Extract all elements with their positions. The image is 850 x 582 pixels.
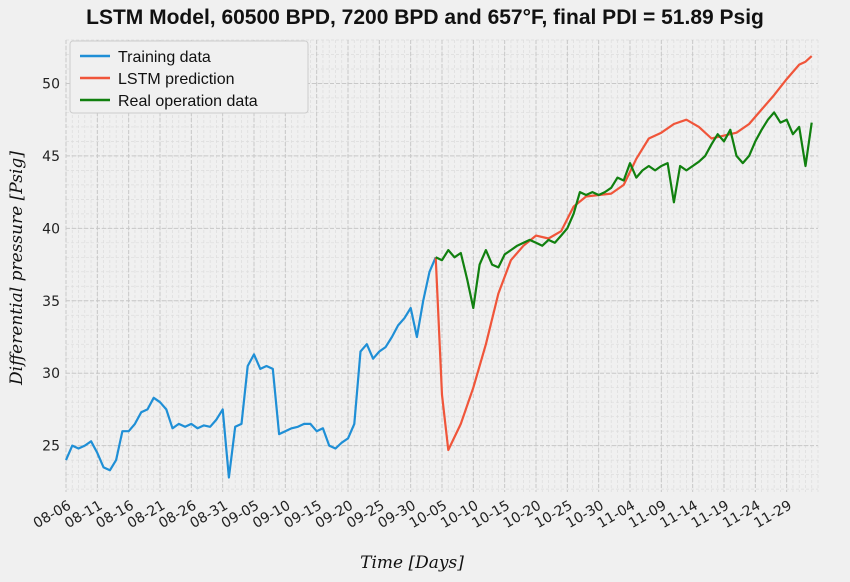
real-operation-data-line [435,111,813,310]
legend-box [69,40,309,114]
training-data-line [64,256,437,479]
chart-title: LSTM Model, 60500 BPD, 7200 BPD and 657°… [86,6,764,29]
legend-label-lstm: LSTM prediction [118,71,235,88]
y-tick-label: 45 [42,149,60,165]
y-axis-label: Differential pressure [Psig] [7,151,27,386]
y-tick-label: 50 [42,76,60,92]
y-tick-label: 35 [42,294,60,310]
lstm-prediction-line [434,55,813,452]
legend-label-real: Real operation data [118,93,258,110]
y-tick-label: 25 [42,439,60,455]
legend: Training data LSTM prediction Real opera… [69,40,309,114]
grid [65,39,819,492]
y-axis-ticks: 25 30 35 40 45 50 [42,76,60,454]
y-tick-label: 40 [42,221,60,237]
y-tick-label: 30 [42,366,60,382]
legend-label-training: Training data [118,49,211,66]
x-axis-label: Time [Days] [360,553,464,573]
series-lines [64,55,813,479]
